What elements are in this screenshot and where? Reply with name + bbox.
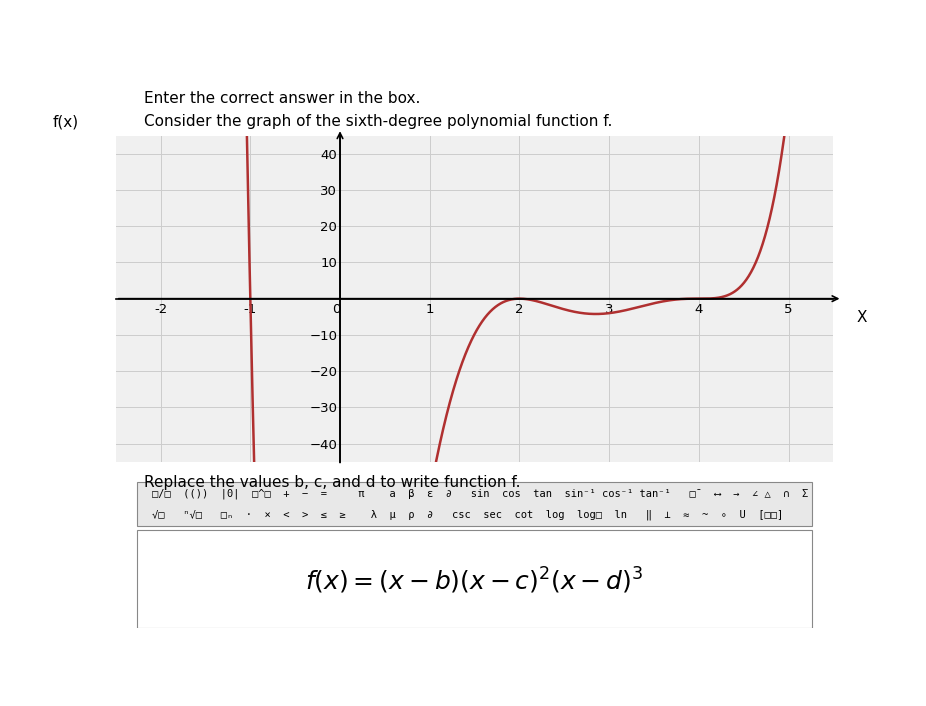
Text: f(x): f(x)	[53, 114, 79, 129]
FancyBboxPatch shape	[137, 481, 812, 526]
Text: Consider the graph of the sixth-degree polynomial function f.: Consider the graph of the sixth-degree p…	[144, 114, 613, 129]
Text: □/□  (())  |0|  □^□  +  −  =     π    a  β  ε  ∂   sin  cos  tan  sin⁻¹ cos⁻¹ ta: □/□ (()) |0| □^□ + − = π a β ε ∂ sin cos…	[152, 489, 807, 499]
X-axis label: X: X	[857, 310, 868, 325]
FancyBboxPatch shape	[137, 530, 812, 628]
Text: Replace the values b, c, and d to write function f.: Replace the values b, c, and d to write …	[144, 475, 521, 490]
Text: Enter the correct answer in the box.: Enter the correct answer in the box.	[144, 91, 420, 106]
Text: $f(x) = (x - b)(x - c)^2(x - d)^3$: $f(x) = (x - b)(x - c)^2(x - d)^3$	[306, 566, 644, 596]
Text: √□   ⁿ√□   □ₙ  ·  ×  <  >  ≤  ≥    λ  μ  ρ  ∂   csc  sec  cot  log  log□  ln   ‖: √□ ⁿ√□ □ₙ · × < > ≤ ≥ λ μ ρ ∂ csc sec co…	[152, 510, 782, 520]
